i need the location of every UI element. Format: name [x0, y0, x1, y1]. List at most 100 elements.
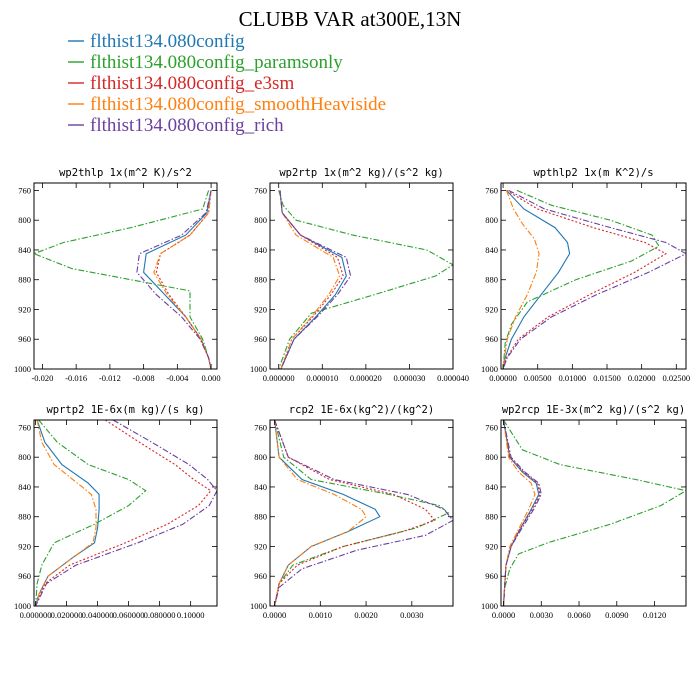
ytick-label-0-4: 920: [18, 304, 31, 314]
series-line-4-4: [274, 420, 453, 606]
series-line-1-0: [279, 190, 347, 369]
ytick-label-4-1: 800: [254, 452, 267, 462]
series-line-2-0: [502, 190, 571, 369]
xtick-label-4-3: 0.0030: [400, 610, 423, 620]
ytick-label-0-1: 800: [18, 215, 31, 225]
ytick-label-2-1: 800: [485, 215, 498, 225]
xtick-label-0-4: -0.004: [166, 373, 189, 383]
series-line-3-1: [35, 420, 147, 606]
ytick-label-2-6: 1000: [481, 364, 498, 374]
panel-title-0: wp2thlp 1x(m^2 K)/s^2: [59, 167, 192, 179]
xtick-label-2-0: 0.00000: [489, 373, 517, 383]
xtick-label-2-1: 0.00500: [524, 373, 552, 383]
xtick-label-0-3: -0.008: [133, 373, 155, 383]
ytick-label-2-2: 840: [485, 245, 498, 255]
series-line-1-1: [278, 190, 453, 369]
series-line-3-3: [35, 420, 97, 606]
ytick-label-3-0: 760: [18, 422, 31, 432]
xtick-label-0-0: -0.020: [31, 373, 53, 383]
panel-0: wp2thlp 1x(m^2 K)/s^2 760 800 840 880 920 960 1…: [14, 167, 221, 383]
ytick-label-0-0: 760: [18, 185, 31, 195]
ytick-label-3-3: 880: [18, 512, 31, 522]
xtick-label-5-4: 0.0120: [643, 610, 666, 620]
ytick-label-3-6: 1000: [14, 601, 31, 611]
series-line-4-1: [274, 420, 450, 606]
series-line-3-4: [35, 420, 217, 606]
ytick-label-3-4: 920: [18, 541, 31, 551]
ytick-label-2-4: 920: [485, 304, 498, 314]
ytick-label-2-5: 960: [485, 334, 498, 344]
ytick-label-5-0: 760: [485, 422, 498, 432]
ytick-label-3-1: 800: [18, 452, 31, 462]
legend-label-0: flthist134.080config: [90, 31, 245, 52]
xtick-label-5-1: 0.0030: [530, 610, 553, 620]
xtick-label-5-3: 0.0090: [605, 610, 628, 620]
plot-frame-0: [33, 182, 218, 370]
xtick-label-3-5: 0.10000: [177, 610, 205, 620]
series-line-3-0: [35, 420, 100, 606]
panel-5: wp2rcp 1E-3x(m^2 kg)/(s^2 kg) 760 800 840 88…: [481, 404, 687, 620]
ytick-label-4-6: 1000: [250, 601, 267, 611]
xtick-label-1-0: 0.000000: [263, 373, 295, 383]
series-line-1-2: [279, 190, 344, 369]
panel-title-3: wprtp2 1E-6x(m kg)/(s kg): [46, 404, 204, 416]
ytick-label-1-3: 880: [254, 275, 267, 285]
series-line-2-4: [502, 189, 686, 369]
xtick-label-3-0: 0.000000: [20, 610, 52, 620]
ytick-label-5-4: 920: [485, 541, 498, 551]
xtick-label-1-3: 0.000030: [393, 373, 425, 383]
ytick-label-0-2: 840: [18, 245, 31, 255]
xtick-label-3-2: 0.040000: [82, 610, 114, 620]
xtick-label-0-2: -0.012: [99, 373, 121, 383]
legend-label-2: flthist134.080config_e3sm: [90, 73, 294, 94]
ytick-label-5-6: 1000: [481, 601, 498, 611]
panel-4: rcp2 1E-6x(kg^2)/(kg^2) 760 800 840 880 920 96…: [250, 404, 454, 620]
xtick-label-1-4: 0.000040: [437, 373, 469, 383]
series-line-3-2: [35, 420, 212, 606]
xtick-label-2-3: 0.01500: [593, 373, 621, 383]
ytick-label-1-6: 1000: [250, 364, 267, 374]
xtick-label-5-2: 0.0060: [567, 610, 590, 620]
panel-title-5: wp2rcp 1E-3x(m^2 kg)/(s^2 kg): [502, 404, 685, 416]
ytick-label-2-3: 880: [485, 275, 498, 285]
series-line-5-1: [502, 420, 686, 606]
ytick-label-5-3: 880: [485, 512, 498, 522]
ytick-label-4-5: 960: [254, 571, 267, 581]
legend: flthist134.080configflthist134.080config…: [68, 31, 386, 136]
ytick-label-3-5: 960: [18, 571, 31, 581]
plot-frame-1: [269, 182, 454, 370]
legend-label-1: flthist134.080config_paramsonly: [90, 52, 343, 73]
ytick-label-1-4: 920: [254, 304, 267, 314]
xtick-label-0-5: 0.000: [202, 373, 221, 383]
series-line-4-3: [274, 420, 367, 606]
ytick-label-1-2: 840: [254, 245, 267, 255]
panels: wp2thlp 1x(m^2 K)/s^2 760 800 840 880 920 960 1…: [14, 167, 690, 620]
ytick-label-4-2: 840: [254, 482, 267, 492]
series-line-2-3: [502, 190, 540, 369]
series-line-2-2: [502, 189, 668, 369]
ytick-label-5-1: 800: [485, 452, 498, 462]
series-line-5-4: [502, 420, 542, 606]
xtick-label-4-1: 0.0010: [309, 610, 332, 620]
ytick-label-4-0: 760: [254, 422, 267, 432]
ytick-label-5-5: 960: [485, 571, 498, 581]
series-line-1-4: [279, 190, 352, 369]
xtick-label-3-4: 0.080000: [144, 610, 176, 620]
legend-label-3: flthist134.080config_smoothHeaviside: [90, 94, 386, 115]
ytick-label-0-5: 960: [18, 334, 31, 344]
ytick-label-4-4: 920: [254, 541, 267, 551]
panel-2: wpthlp2 1x(m K^2)/s 760 800 840 880 920 960 100…: [481, 167, 690, 383]
xtick-label-4-2: 0.0020: [354, 610, 377, 620]
ytick-label-3-2: 840: [18, 482, 31, 492]
xtick-label-0-1: -0.016: [65, 373, 87, 383]
ytick-label-1-5: 960: [254, 334, 267, 344]
ytick-label-2-0: 760: [485, 185, 498, 195]
series-line-1-3: [279, 190, 341, 369]
ytick-label-5-2: 840: [485, 482, 498, 492]
plot-frame-5: [500, 419, 687, 607]
legend-label-4: flthist134.080config_rich: [90, 115, 284, 136]
series-line-0-1: [34, 190, 212, 369]
series-line-5-3: [502, 420, 536, 606]
xtick-label-2-5: 0.02500: [662, 373, 690, 383]
